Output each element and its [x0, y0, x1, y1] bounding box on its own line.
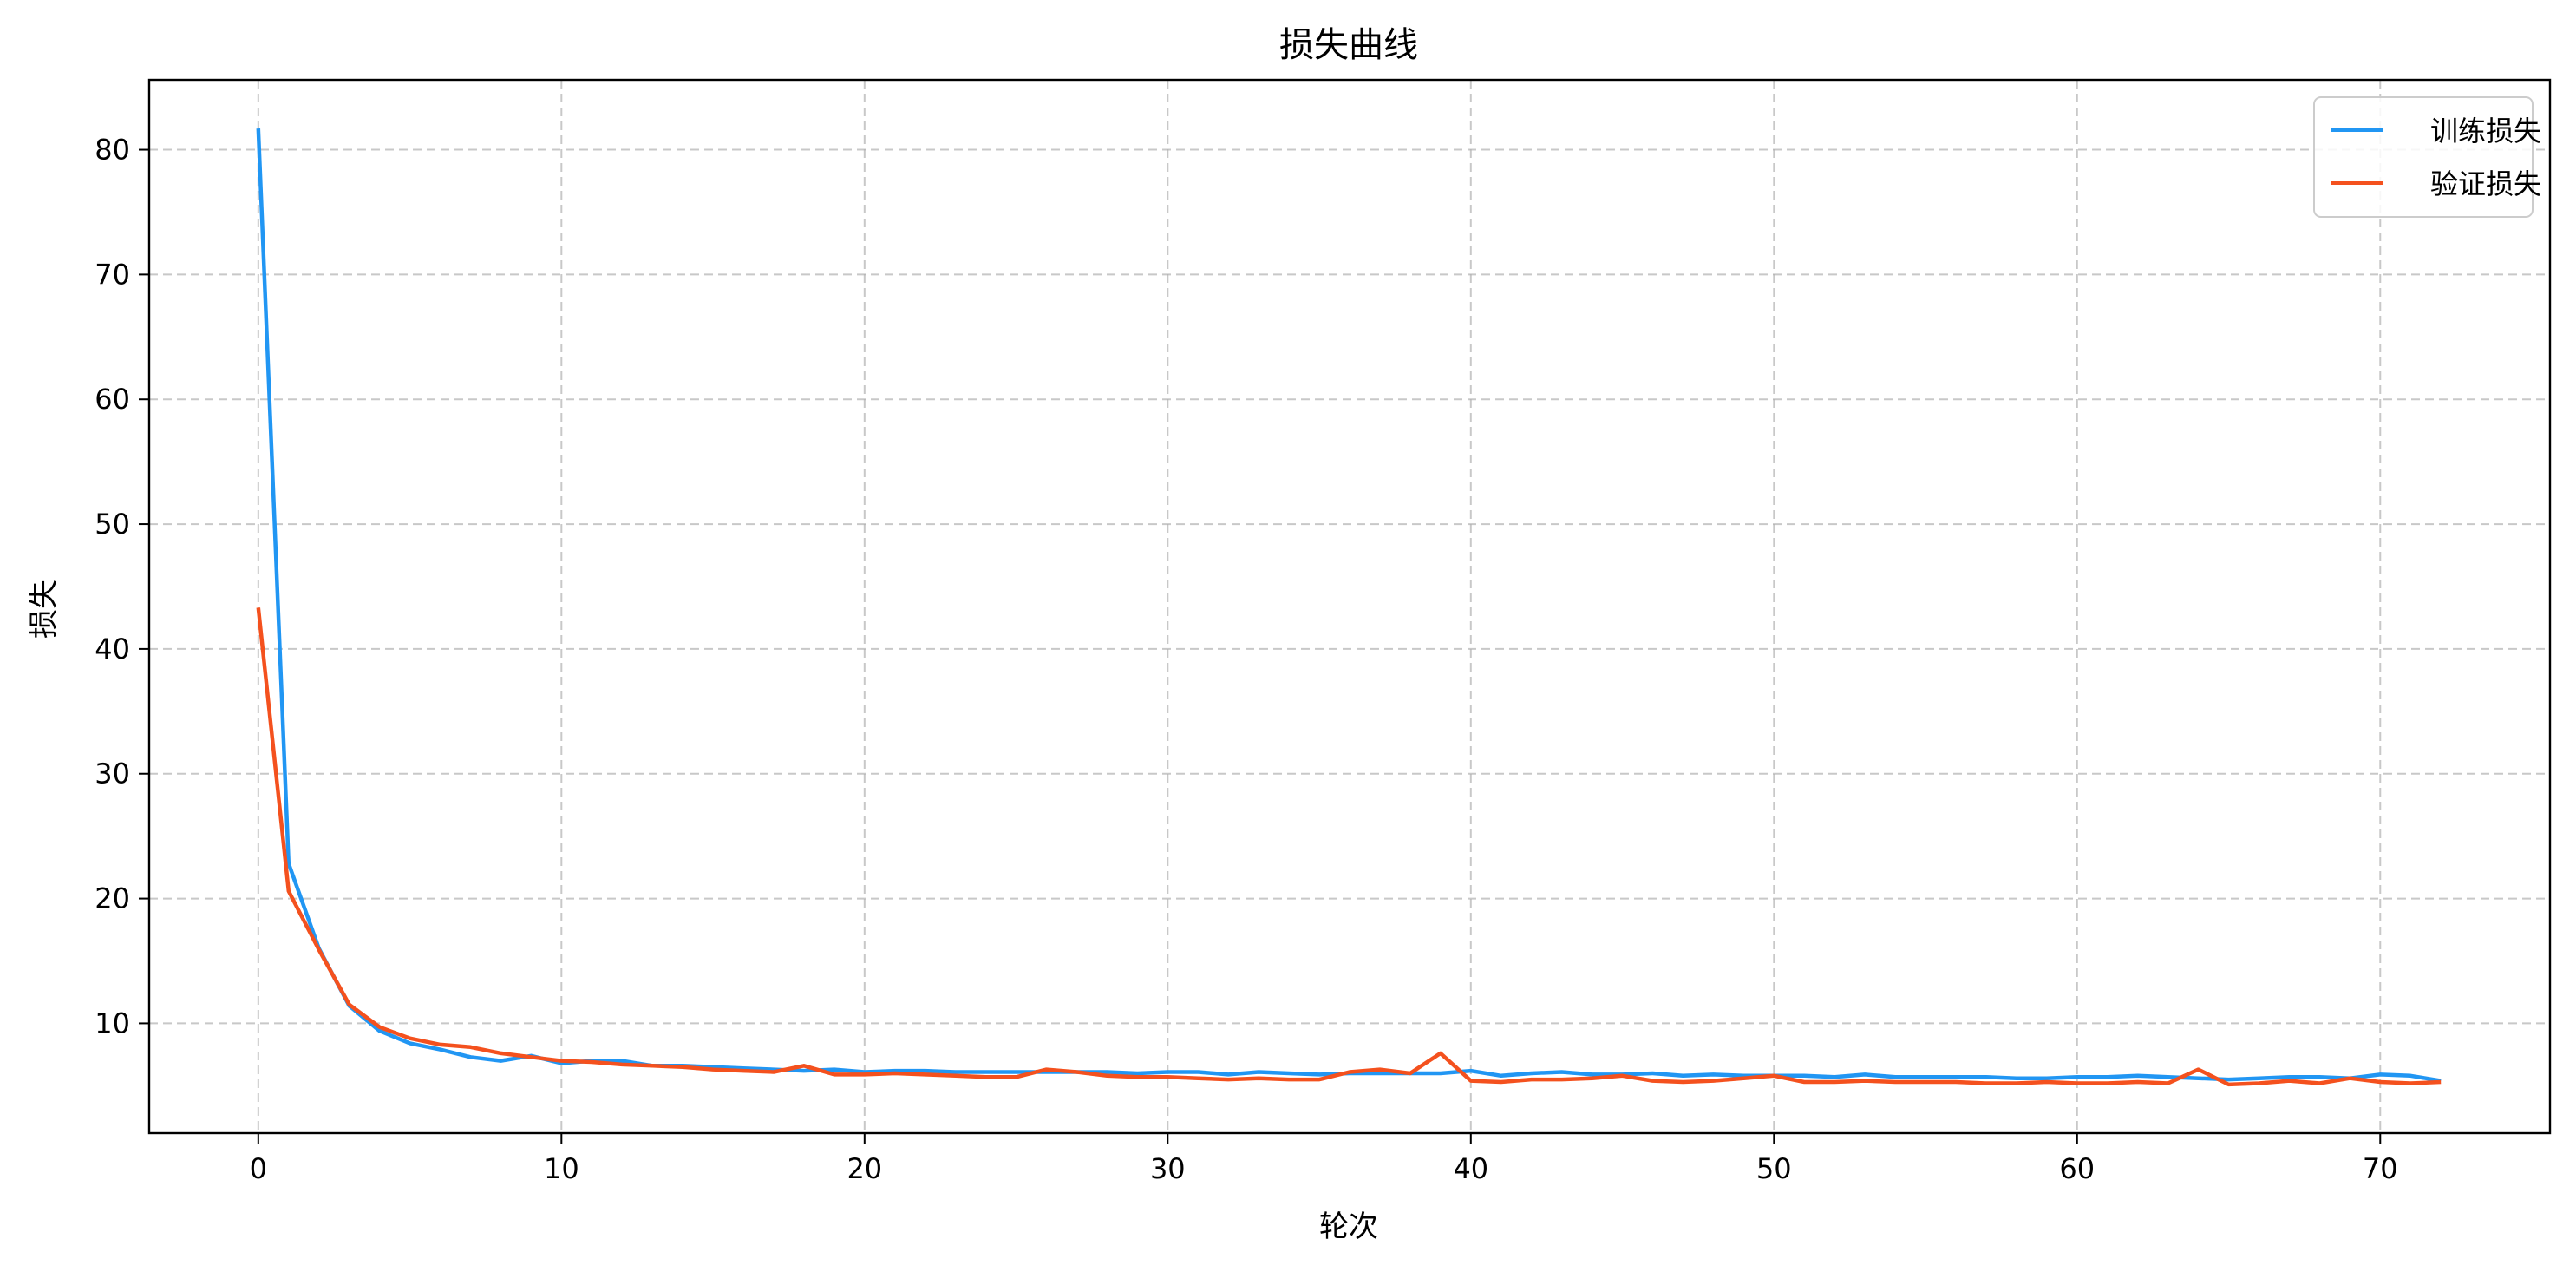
y-tick-label: 10 — [95, 1006, 130, 1039]
y-tick-label: 40 — [95, 633, 130, 666]
legend: 训练损失 验证损失 — [2313, 96, 2541, 218]
y-tick-label: 30 — [95, 757, 130, 790]
x-tick-label: 50 — [1756, 1152, 1792, 1185]
chart-title: 损失曲线 — [1279, 25, 1418, 65]
x-tick-label: 20 — [847, 1152, 882, 1185]
legend-box — [2313, 96, 2534, 218]
x-tick-label: 10 — [544, 1152, 579, 1185]
x-tick-label: 30 — [1150, 1152, 1186, 1185]
grid-lines — [149, 80, 2550, 1133]
y-axis: 10 20 30 40 50 60 70 80 — [95, 134, 149, 1039]
x-tick-label: 0 — [250, 1152, 267, 1185]
y-tick-label: 50 — [95, 508, 130, 541]
y-tick-label: 70 — [95, 258, 130, 291]
plot-area-frame — [147, 78, 2552, 1135]
x-tick-label: 70 — [2363, 1152, 2398, 1185]
x-axis-label: 轮次 — [1319, 1210, 1378, 1244]
x-tick-label: 60 — [2059, 1152, 2095, 1185]
y-tick-label: 60 — [95, 383, 130, 416]
x-tick-label: 40 — [1453, 1152, 1488, 1185]
y-tick-label: 20 — [95, 882, 130, 915]
legend-label-val: 验证损失 — [2430, 167, 2541, 200]
series-layer — [256, 128, 2442, 1087]
y-tick-label: 80 — [95, 134, 130, 167]
val-loss-line — [256, 607, 2442, 1087]
x-axis: 0 10 20 30 40 50 60 70 — [250, 1133, 2398, 1185]
y-axis-label: 损失 — [27, 580, 62, 639]
legend-label-train: 训练损失 — [2430, 115, 2541, 148]
